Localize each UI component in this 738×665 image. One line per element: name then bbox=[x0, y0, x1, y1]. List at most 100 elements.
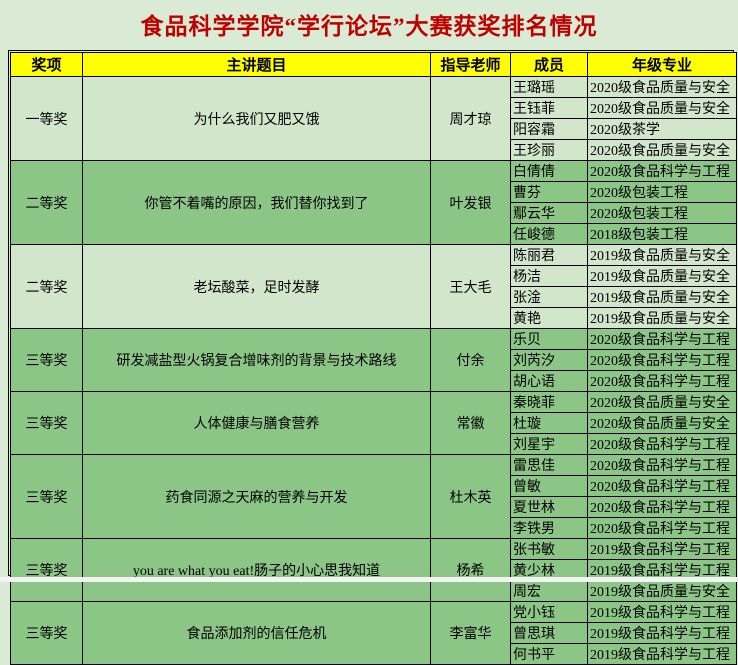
member-major-cell[interactable]: 2019级食品质量与安全 bbox=[587, 307, 737, 329]
header-cell-3[interactable]: 成员 bbox=[510, 52, 588, 77]
member-name-cell[interactable]: 白倩倩 bbox=[510, 160, 588, 182]
table-row: 二等奖 你管不着嘴的原因，我们替你找到了 叶发银 白倩倩 2020级食品科学与工程 bbox=[10, 160, 737, 245]
award-cell[interactable]: 一等奖 bbox=[10, 76, 83, 161]
member-major-cell[interactable]: 2019级食品科学与工程 bbox=[587, 559, 737, 581]
topic-cell[interactable]: 药食同源之天麻的营养与开发 bbox=[82, 454, 431, 539]
member-major-cell[interactable]: 2018级包装工程 bbox=[587, 223, 737, 245]
member-name-cell[interactable]: 任峻德 bbox=[510, 223, 588, 245]
table-row: 任峻德 2018级包装工程 bbox=[11, 223, 737, 245]
member-name-cell[interactable]: 黄艳 bbox=[510, 307, 588, 329]
member-name-cell[interactable]: 雷思佳 bbox=[510, 454, 588, 476]
award-cell[interactable]: 二等奖 bbox=[10, 244, 83, 329]
member-name-cell[interactable]: 刘芮汐 bbox=[510, 349, 588, 371]
member-name-cell[interactable]: 王璐瑶 bbox=[510, 76, 588, 98]
page-title: 食品科学学院“学行论坛”大赛获奖排名情况 bbox=[140, 14, 598, 39]
member-major-cell[interactable]: 2019级食品质量与安全 bbox=[587, 244, 737, 266]
award-cell[interactable]: 二等奖 bbox=[10, 160, 83, 245]
member-major-cell[interactable]: 2020级食品科学与工程 bbox=[587, 370, 737, 392]
member-major-cell[interactable]: 2020级食品科学与工程 bbox=[587, 517, 737, 539]
member-name-cell[interactable]: 胡心语 bbox=[510, 370, 588, 392]
member-major-cell[interactable]: 2020级食品质量与安全 bbox=[587, 76, 737, 98]
award-cell[interactable]: 三等奖 bbox=[10, 538, 83, 602]
advisor-cell[interactable]: 叶发银 bbox=[430, 160, 511, 245]
member-major-cell[interactable]: 2020级食品质量与安全 bbox=[587, 97, 737, 119]
member-name-cell[interactable]: 王珍丽 bbox=[510, 139, 588, 161]
member-name-cell[interactable]: 杨洁 bbox=[510, 265, 588, 287]
table-row: 三等奖 药食同源之天麻的营养与开发 杜木英 雷思佳 2020级食品科学与工程 bbox=[10, 454, 737, 539]
header-cell-1[interactable]: 主讲题目 bbox=[82, 52, 431, 77]
table-row: 曾敏 2020级食品科学与工程 bbox=[11, 475, 737, 497]
awards-table-wrap: 奖项 主讲题目 指导老师 成员 年级专业 一等奖 为什么我们又肥又饿 周才琼 王璐瑶 2020级… bbox=[8, 50, 737, 665]
member-name-cell[interactable]: 曾思琪 bbox=[510, 622, 588, 644]
award-cell[interactable]: 三等奖 bbox=[10, 391, 83, 455]
member-major-cell[interactable]: 2020级食品科学与工程 bbox=[587, 454, 737, 476]
member-name-cell[interactable]: 夏世林 bbox=[510, 496, 588, 518]
member-major-cell[interactable]: 2020级食品质量与安全 bbox=[587, 412, 737, 434]
member-name-cell[interactable]: 张淦 bbox=[510, 286, 588, 308]
advisor-cell[interactable]: 周才琼 bbox=[430, 76, 511, 161]
header-cell-2[interactable]: 指导老师 bbox=[430, 52, 511, 77]
table-row: 张淦 2019级食品质量与安全 bbox=[11, 286, 737, 308]
member-name-cell[interactable]: 张书敏 bbox=[510, 538, 588, 560]
member-major-cell[interactable]: 2020级食品科学与工程 bbox=[587, 349, 737, 371]
topic-cell[interactable]: 为什么我们又肥又饿 bbox=[82, 76, 431, 161]
member-name-cell[interactable]: 鄢云华 bbox=[510, 202, 588, 224]
award-cell[interactable]: 三等奖 bbox=[10, 454, 83, 539]
topic-cell[interactable]: 老坛酸菜，足时发酵 bbox=[82, 244, 431, 329]
award-cell[interactable]: 三等奖 bbox=[10, 328, 83, 392]
table-row: 鄢云华 2020级包装工程 bbox=[11, 202, 737, 224]
member-major-cell[interactable]: 2019级食品科学与工程 bbox=[587, 643, 737, 665]
table-row: 杜璇 2020级食品质量与安全 bbox=[11, 412, 737, 434]
member-major-cell[interactable]: 2020级包装工程 bbox=[587, 202, 737, 224]
member-major-cell[interactable]: 2020级食品质量与安全 bbox=[587, 391, 737, 413]
member-name-cell[interactable]: 周宏 bbox=[510, 580, 588, 602]
advisor-cell[interactable]: 李富华 bbox=[430, 601, 511, 665]
topic-cell[interactable]: 人体健康与膳食营养 bbox=[82, 391, 431, 455]
member-major-cell[interactable]: 2019级食品质量与安全 bbox=[587, 265, 737, 287]
table-row: 一等奖 为什么我们又肥又饿 周才琼 王璐瑶 2020级食品质量与安全 bbox=[10, 76, 737, 161]
topic-cell[interactable]: 研发减盐型火锅复合增味剂的背景与技术路线 bbox=[82, 328, 431, 392]
member-major-cell[interactable]: 2020级食品科学与工程 bbox=[587, 433, 737, 455]
member-name-cell[interactable]: 陈丽君 bbox=[510, 244, 588, 266]
member-major-cell[interactable]: 2019级食品质量与安全 bbox=[587, 580, 737, 602]
member-name-cell[interactable]: 刘星宇 bbox=[510, 433, 588, 455]
member-major-cell[interactable]: 2019级食品科学与工程 bbox=[587, 601, 737, 623]
member-name-cell[interactable]: 党小钰 bbox=[510, 601, 588, 623]
member-major-cell[interactable]: 2020级食品质量与安全 bbox=[587, 139, 737, 161]
advisor-cell[interactable]: 王大毛 bbox=[430, 244, 511, 329]
advisor-cell[interactable]: 杨希 bbox=[430, 538, 511, 602]
table-row: 三等奖 you are what you eat!肠子的小心思我知道 杨希 张书敏 20… bbox=[10, 538, 737, 602]
table-row: 黄少林 2019级食品科学与工程 bbox=[11, 559, 737, 581]
member-name-cell[interactable]: 阳容霜 bbox=[510, 118, 588, 140]
topic-cell[interactable]: 食品添加剂的信任危机 bbox=[82, 601, 431, 665]
award-cell[interactable]: 三等奖 bbox=[10, 601, 83, 665]
member-major-cell[interactable]: 2020级包装工程 bbox=[587, 181, 737, 203]
table-row: 刘星宇 2020级食品科学与工程 bbox=[11, 433, 737, 455]
member-name-cell[interactable]: 曾敏 bbox=[510, 475, 588, 497]
advisor-cell[interactable]: 付余 bbox=[430, 328, 511, 392]
header-cell-0[interactable]: 奖项 bbox=[10, 52, 83, 77]
advisor-cell[interactable]: 常徽 bbox=[430, 391, 511, 455]
table-row: 杨洁 2019级食品质量与安全 bbox=[11, 265, 737, 287]
topic-cell[interactable]: 你管不着嘴的原因，我们替你找到了 bbox=[82, 160, 431, 245]
member-name-cell[interactable]: 王钰菲 bbox=[510, 97, 588, 119]
member-name-cell[interactable]: 何书平 bbox=[510, 643, 588, 665]
member-major-cell[interactable]: 2020级食品科学与工程 bbox=[587, 160, 737, 182]
member-major-cell[interactable]: 2019级食品科学与工程 bbox=[587, 622, 737, 644]
screen-bottom-edge bbox=[0, 577, 738, 582]
topic-cell[interactable]: you are what you eat!肠子的小心思我知道 bbox=[82, 538, 431, 602]
header-cell-4[interactable]: 年级专业 bbox=[587, 52, 737, 77]
advisor-cell[interactable]: 杜木英 bbox=[430, 454, 511, 539]
member-major-cell[interactable]: 2020级茶学 bbox=[587, 118, 737, 140]
member-major-cell[interactable]: 2019级食品质量与安全 bbox=[587, 286, 737, 308]
member-name-cell[interactable]: 秦晓菲 bbox=[510, 391, 588, 413]
member-major-cell[interactable]: 2019级食品科学与工程 bbox=[587, 538, 737, 560]
member-name-cell[interactable]: 乐贝 bbox=[510, 328, 588, 350]
member-name-cell[interactable]: 李铁男 bbox=[510, 517, 588, 539]
member-name-cell[interactable]: 杜璇 bbox=[510, 412, 588, 434]
member-name-cell[interactable]: 曹芬 bbox=[510, 181, 588, 203]
member-major-cell[interactable]: 2020级食品科学与工程 bbox=[587, 496, 737, 518]
member-major-cell[interactable]: 2020级食品科学与工程 bbox=[587, 475, 737, 497]
table-row: 阳容霜 2020级茶学 bbox=[11, 118, 737, 140]
member-major-cell[interactable]: 2020级食品科学与工程 bbox=[587, 328, 737, 350]
